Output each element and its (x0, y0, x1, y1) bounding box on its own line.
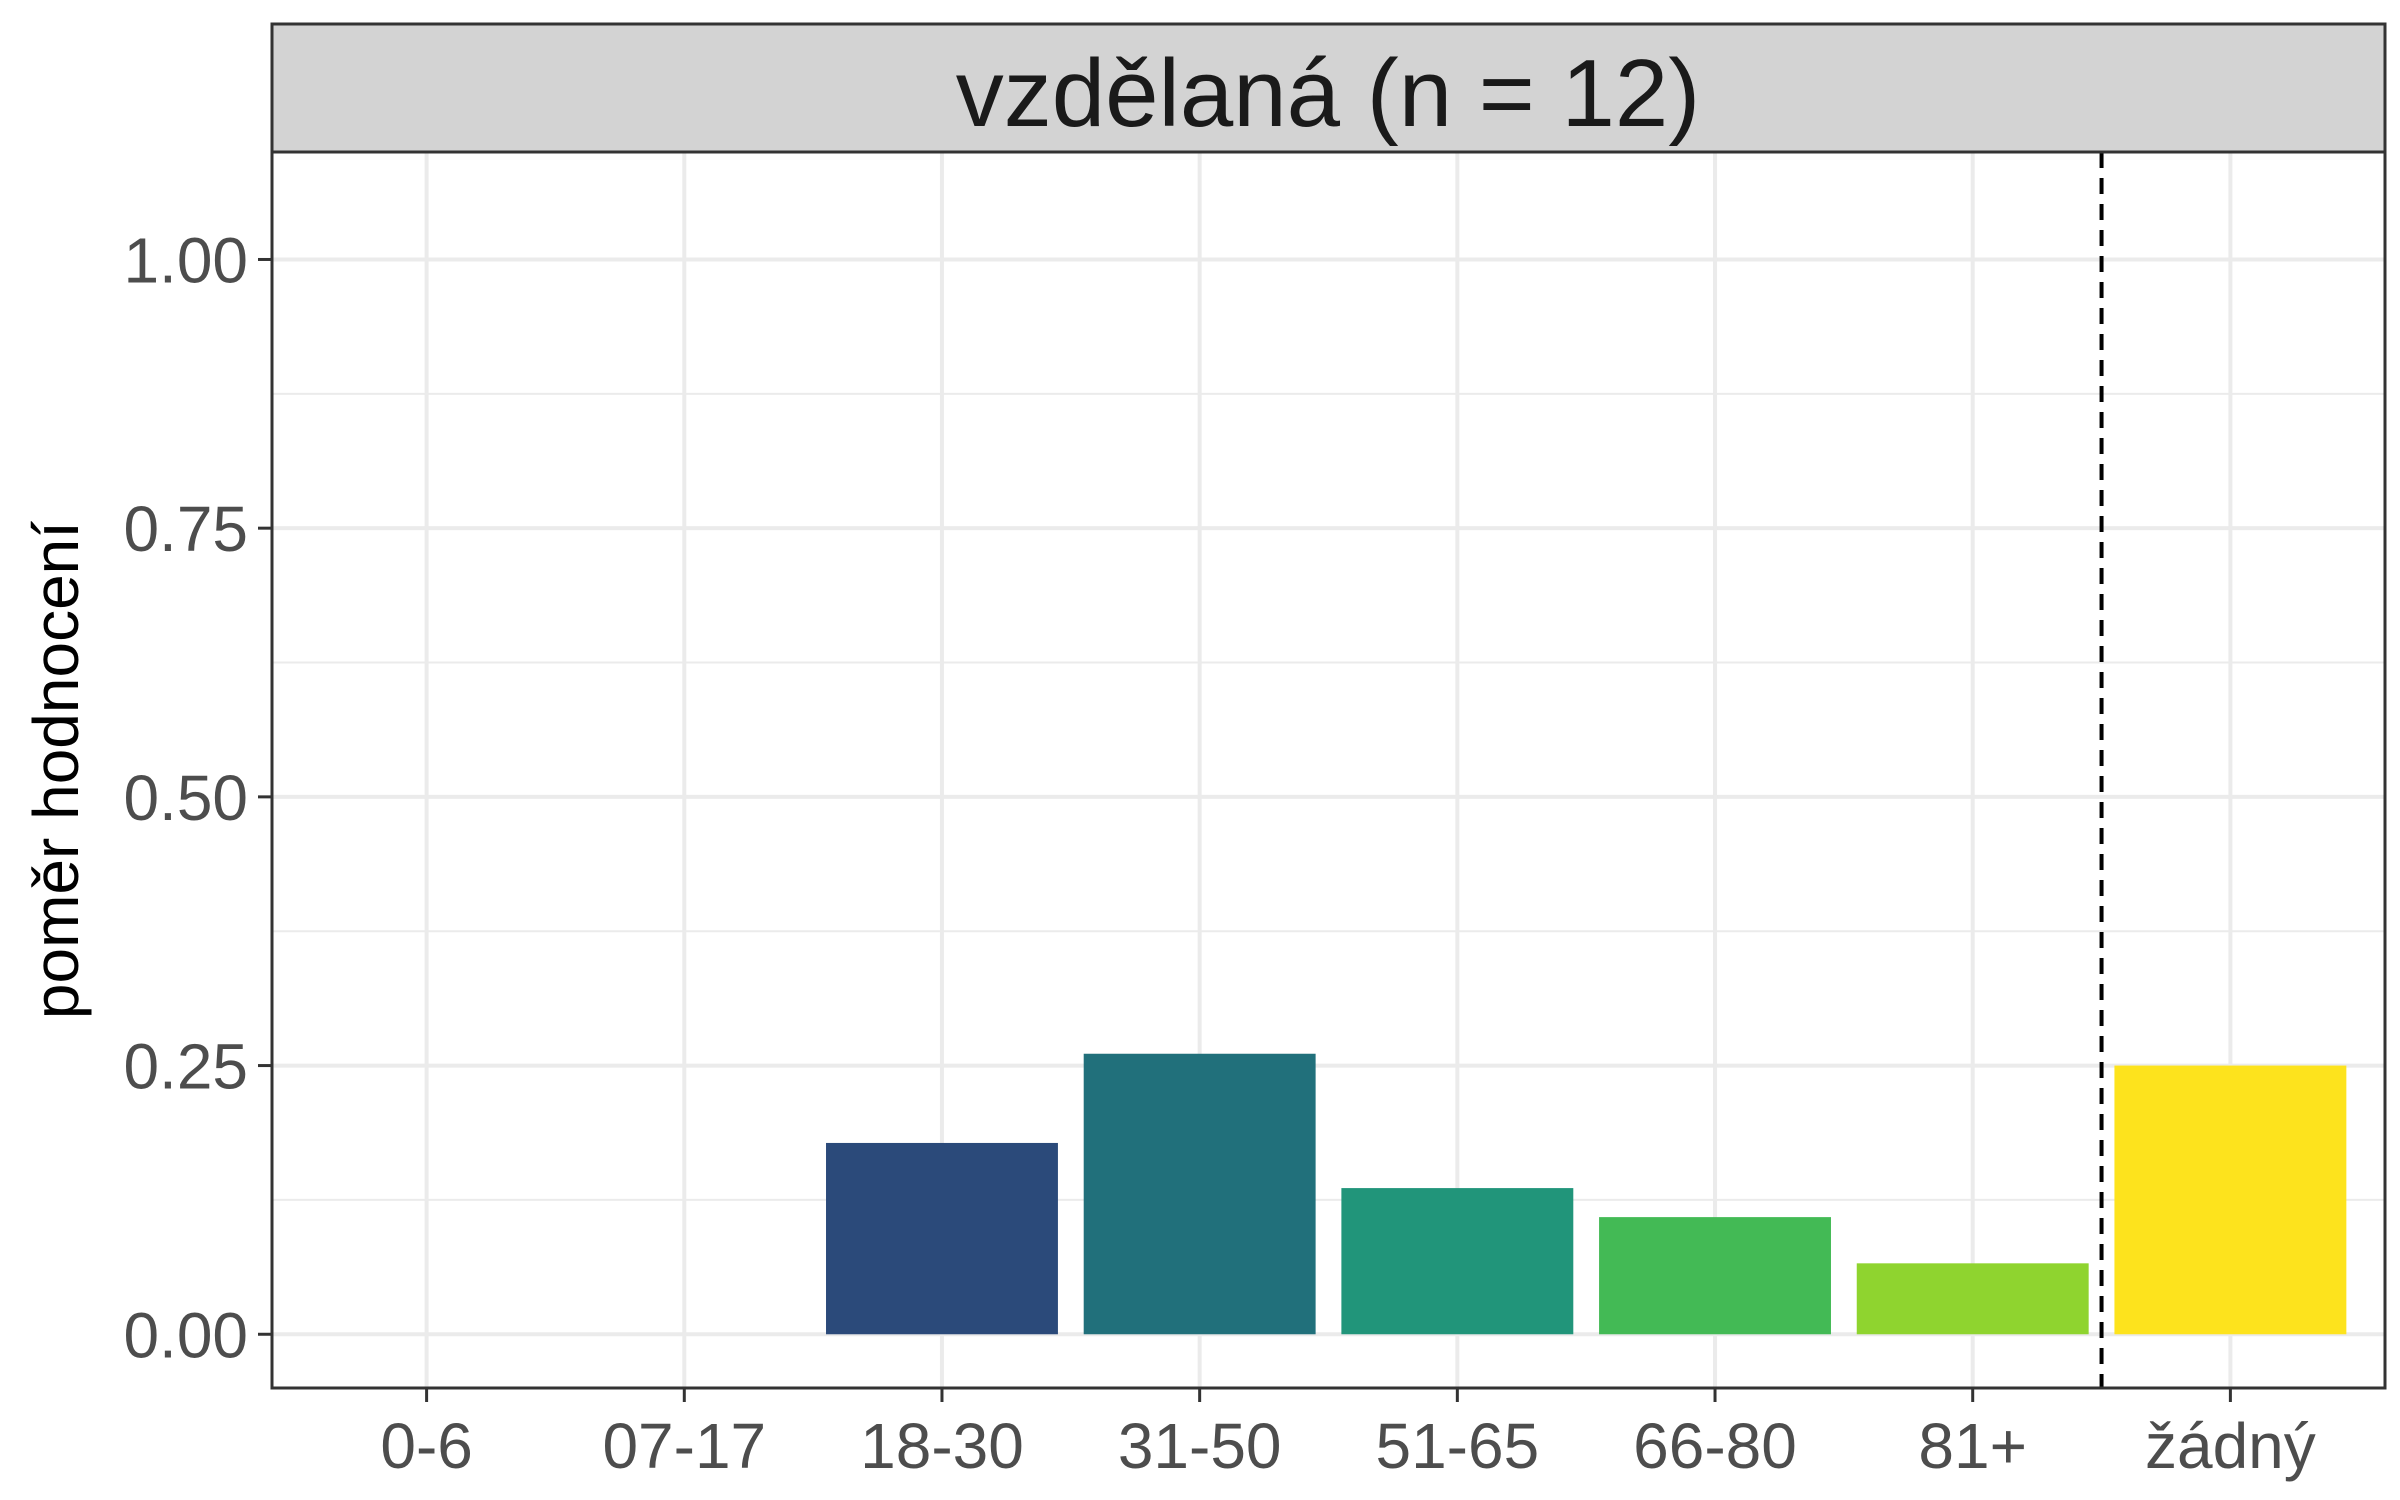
panel-strip (270, 22, 2387, 154)
panel-title: vzdělaná (n = 12) (956, 40, 1700, 147)
x-tick-label: 18-30 (860, 1410, 1024, 1482)
x-tick-label: 81+ (1918, 1410, 2027, 1482)
x-tick-label: 07-17 (602, 1410, 766, 1482)
bar-18-30 (826, 1142, 1058, 1335)
y-tick-label: 0.25 (123, 1031, 248, 1103)
x-tick-label: 31-50 (1118, 1410, 1282, 1482)
x-tick-label: 66-80 (1633, 1410, 1797, 1482)
x-tick-label: žádný (2145, 1410, 2316, 1482)
y-tick-label: 1.00 (123, 224, 248, 296)
bar-31-50 (1083, 1053, 1316, 1335)
y-tick-label: 0.00 (123, 1299, 248, 1371)
y-tick-label: 0.50 (123, 762, 248, 834)
x-tick-label: 0-6 (380, 1410, 473, 1482)
bar-66-80 (1599, 1217, 1831, 1335)
x-axis: 0-6 07-17 18-30 31-50 51-65 66-80 81+ žádný (380, 1388, 2316, 1482)
plot-panel (272, 152, 2385, 1388)
bars (826, 1053, 2347, 1335)
y-axis-title: poměr hodnocení (20, 521, 92, 1019)
bar-81+ (1856, 1263, 2089, 1335)
y-tick-label: 0.75 (123, 493, 248, 565)
gridlines (272, 152, 2385, 1388)
x-tick-label: 51-65 (1375, 1410, 1539, 1482)
y-axis: 0.00 0.25 0.50 0.75 1.00 (123, 224, 272, 1371)
bar-žádný (2114, 1065, 2347, 1335)
panel-border (270, 150, 2387, 1390)
bar-51-65 (1341, 1188, 1574, 1335)
